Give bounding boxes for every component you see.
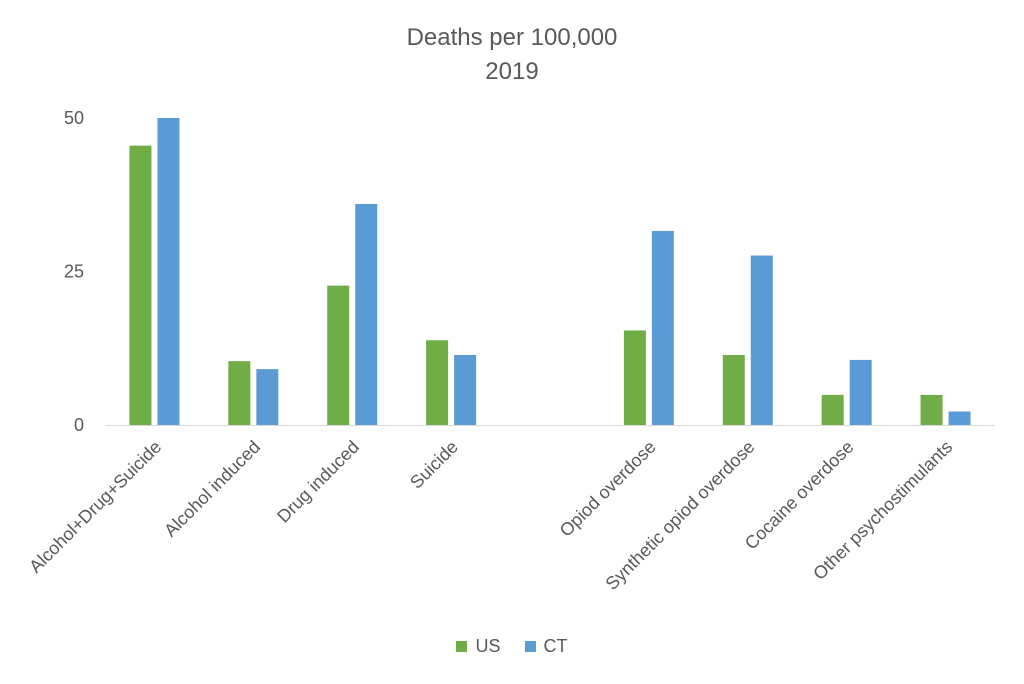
x-tick-label: Alcohol induced: [160, 437, 264, 541]
bar-ct-1: [256, 369, 279, 425]
bar-ct-6: [750, 255, 773, 425]
bar-us-1: [228, 361, 251, 425]
legend-label-us: US: [475, 636, 501, 656]
legend: US CT: [0, 636, 1024, 657]
legend-label-ct: CT: [543, 636, 568, 656]
bar-us-2: [327, 285, 350, 425]
x-tick-label: Alcohol+Drug+Suicide: [25, 437, 165, 577]
bar-ct-7: [849, 359, 872, 425]
bar-ct-3: [454, 355, 477, 425]
bar-ct-5: [651, 230, 674, 425]
legend-swatch-us: [456, 641, 468, 652]
chart-title: Deaths per 100,000: [406, 24, 618, 51]
bar-us-3: [426, 340, 449, 425]
y-tick-label: 0: [74, 415, 84, 435]
y-axis: 0 25 50: [64, 108, 84, 435]
x-tick-label: Cocaine overdose: [741, 437, 858, 554]
legend-swatch-ct: [524, 641, 536, 652]
bar-ct-2: [355, 203, 378, 425]
y-tick-label: 25: [64, 262, 84, 282]
x-tick-label: Drug induced: [273, 437, 363, 527]
bar-ct-8: [948, 411, 971, 425]
bar-us-5: [623, 330, 646, 425]
bar-us-0: [129, 145, 152, 425]
bar-ct-0: [157, 118, 180, 425]
x-tick-label: Suicide: [406, 437, 462, 493]
bar-us-8: [920, 394, 943, 425]
legend-item-ct: CT: [524, 636, 568, 657]
bars: [129, 118, 971, 425]
x-tick-label: Opiod overdose: [556, 437, 660, 541]
legend-item-us: US: [456, 636, 501, 657]
bar-us-7: [821, 394, 844, 425]
chart-subtitle: 2019: [485, 58, 539, 85]
y-tick-label: 50: [64, 108, 84, 128]
bar-us-6: [722, 355, 745, 425]
